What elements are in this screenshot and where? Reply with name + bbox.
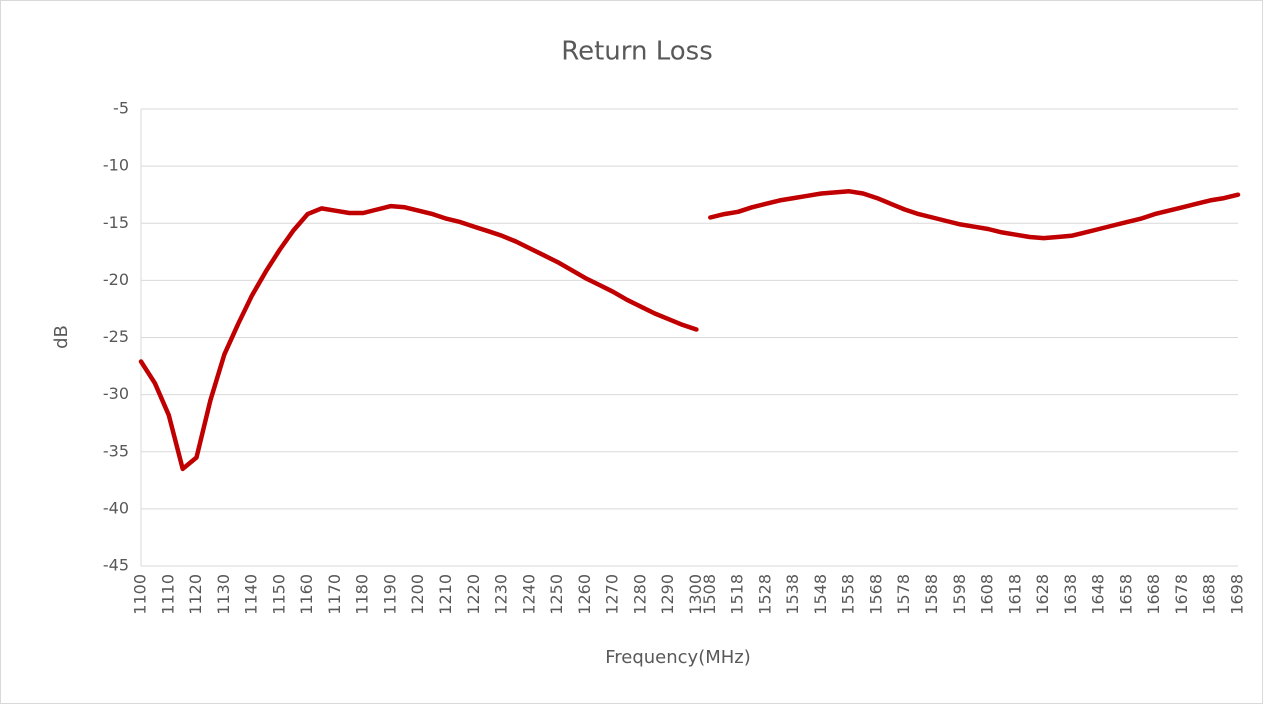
- y-tick-label: -5: [113, 99, 129, 118]
- x-tick-label: 1528: [755, 574, 774, 615]
- x-tick-label: 1190: [380, 574, 399, 615]
- x-tick-label: 1668: [1144, 574, 1163, 615]
- x-tick-label: 1578: [894, 574, 913, 615]
- x-tick-label: 1210: [436, 574, 455, 615]
- y-tick-label: -45: [103, 556, 129, 575]
- x-tick-label: 1250: [547, 574, 566, 615]
- x-tick-label: 1658: [1116, 574, 1135, 615]
- x-tick-label: 1270: [603, 574, 622, 615]
- x-tick-label: 1628: [1033, 574, 1052, 615]
- x-tick-label: 1150: [269, 574, 288, 615]
- x-tick-label: 1508: [700, 574, 719, 615]
- y-tick-label: -20: [103, 270, 129, 289]
- x-tick-label: 1230: [492, 574, 511, 615]
- x-tick-label: 1240: [519, 574, 538, 615]
- x-tick-label: 1200: [408, 574, 427, 615]
- x-tick-label: 1300: [686, 574, 705, 615]
- x-tick-label: 1568: [866, 574, 885, 615]
- x-tick-label: 1588: [922, 574, 941, 615]
- x-tick-label: 1220: [464, 574, 483, 615]
- x-tick-label: 1678: [1172, 574, 1191, 615]
- x-tick-label: 1280: [630, 574, 649, 615]
- x-tick-label: 1538: [783, 574, 802, 615]
- x-tick-label: 1548: [811, 574, 830, 615]
- x-tick-label: 1160: [297, 574, 316, 615]
- x-tick-label: 1638: [1061, 574, 1080, 615]
- y-axis-title: dB: [51, 325, 72, 349]
- x-tick-label: 1290: [658, 574, 677, 615]
- y-tick-label: -10: [103, 156, 129, 175]
- x-tick-label: 1140: [242, 574, 261, 615]
- y-tick-label: -40: [103, 498, 129, 517]
- x-tick-label: 1618: [1005, 574, 1024, 615]
- data-line: [708, 189, 1241, 241]
- y-tick-label: -30: [103, 384, 129, 403]
- x-tick-label: 1120: [186, 574, 205, 615]
- x-tick-label: 1698: [1228, 574, 1247, 615]
- y-tick-label: -35: [103, 441, 129, 460]
- x-tick-label: 1100: [131, 574, 150, 615]
- y-tick-label: -25: [103, 327, 129, 346]
- x-tick-label: 1648: [1089, 574, 1108, 615]
- x-tick-label: 1608: [978, 574, 997, 615]
- x-tick-label: 1110: [158, 574, 177, 615]
- data-line: [138, 203, 699, 472]
- x-tick-label: 1688: [1200, 574, 1219, 615]
- x-tick-label: 1170: [325, 574, 344, 615]
- x-axis-title: Frequency(MHz): [605, 647, 751, 668]
- x-tick-label: 1260: [575, 574, 594, 615]
- chart-title: Return Loss: [561, 37, 713, 67]
- x-tick-label: 1558: [839, 574, 858, 615]
- y-tick-label: -15: [103, 213, 129, 232]
- x-tick-label: 1130: [214, 574, 233, 615]
- x-tick-label: 1518: [728, 574, 747, 615]
- x-tick-label: 1180: [353, 574, 372, 615]
- x-tick-label: 1598: [950, 574, 969, 615]
